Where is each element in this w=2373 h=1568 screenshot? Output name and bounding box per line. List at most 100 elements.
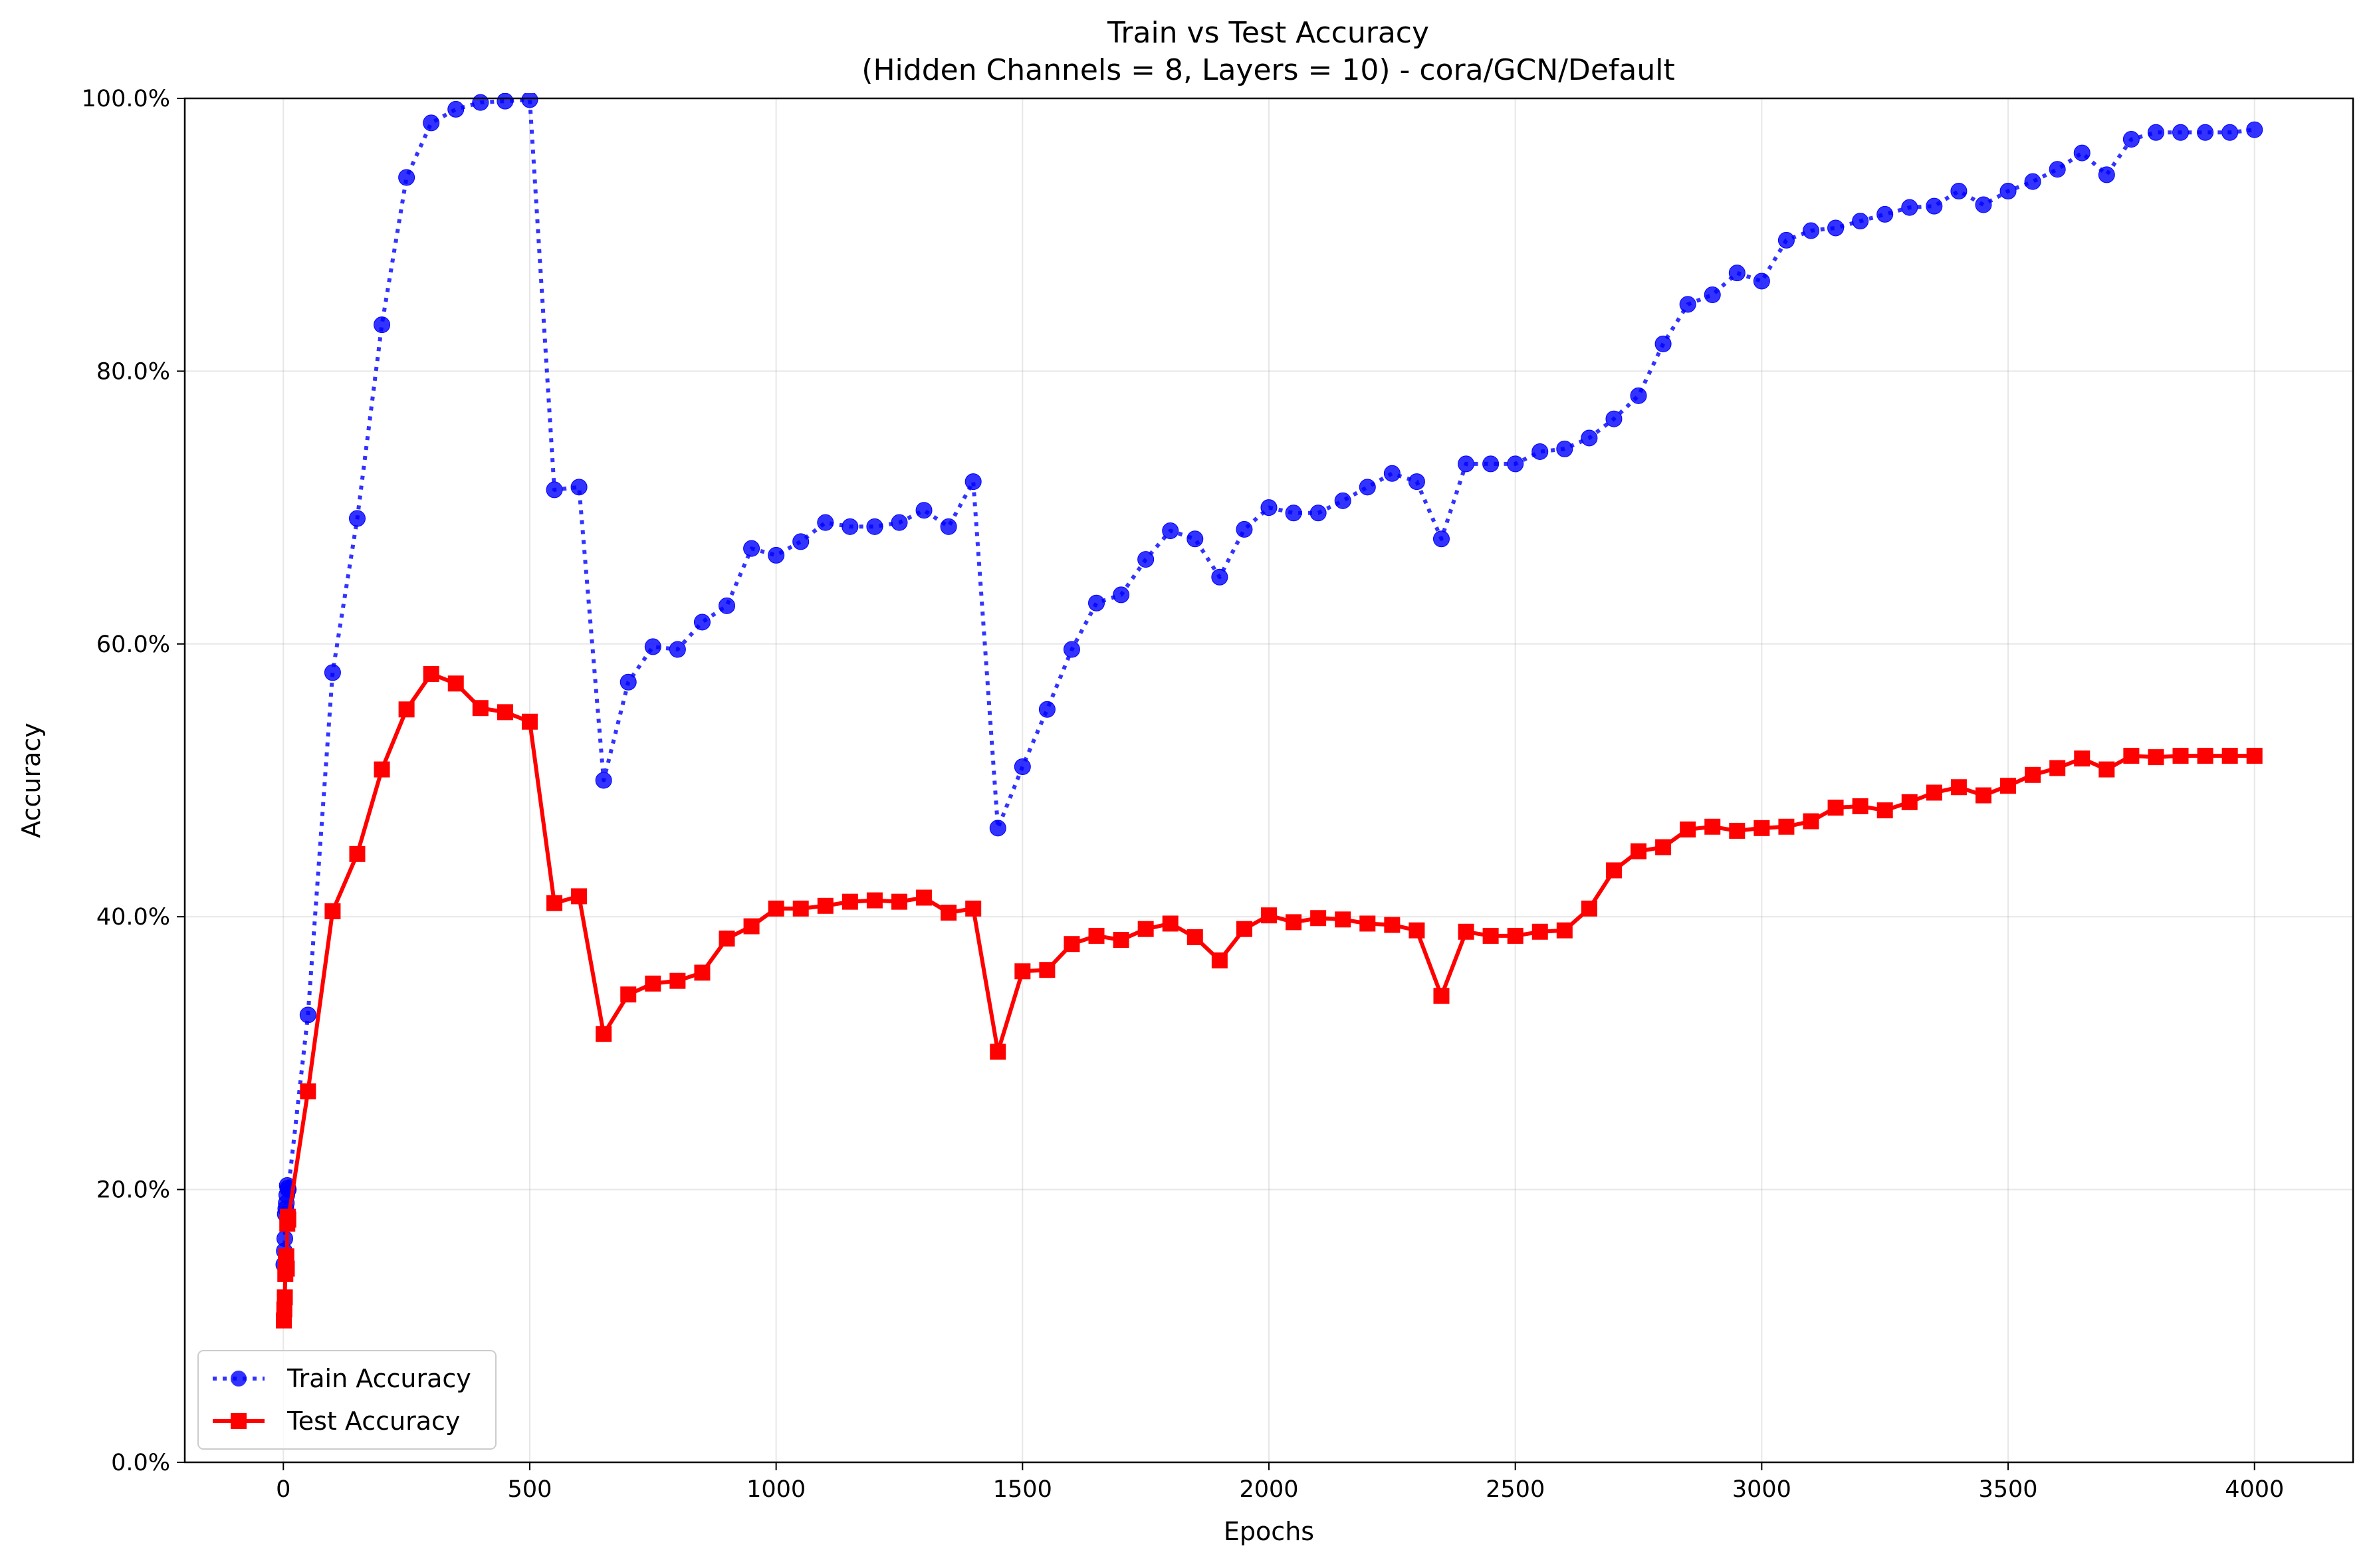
train-accuracy-point	[842, 518, 859, 535]
x-tick-label: 1000	[746, 1476, 806, 1503]
train-accuracy-point	[1704, 286, 1721, 303]
train-accuracy-point	[374, 316, 391, 334]
test-accuracy-point	[423, 665, 439, 682]
test-accuracy-point	[280, 1211, 296, 1228]
x-tick-label: 3500	[1979, 1476, 2038, 1503]
train-accuracy-point	[1458, 455, 1475, 473]
train-accuracy-point	[2246, 121, 2263, 138]
train-accuracy-point	[1901, 199, 1918, 216]
test-accuracy-series	[276, 665, 2263, 1329]
test-accuracy-point	[2123, 748, 2140, 764]
train-accuracy-point	[891, 514, 908, 531]
test-accuracy-point	[1088, 927, 1105, 944]
test-accuracy-point	[324, 903, 341, 919]
test-accuracy-point	[990, 1044, 1006, 1060]
test-accuracy-point	[1531, 923, 1548, 940]
test-accuracy-point	[743, 918, 760, 935]
test-accuracy-point	[1384, 917, 1401, 933]
test-accuracy-point	[1137, 921, 1154, 937]
y-tick-label: 40.0%	[96, 904, 170, 931]
train-accuracy-point	[497, 93, 514, 110]
train-accuracy-point	[1162, 522, 1179, 539]
test-accuracy-point	[1261, 907, 1277, 924]
test-accuracy-point	[1803, 813, 1819, 830]
test-accuracy-point	[792, 900, 809, 917]
train-accuracy-point	[2098, 166, 2115, 183]
x-tick-label: 1500	[993, 1476, 1052, 1503]
test-accuracy-point	[1433, 988, 1450, 1004]
train-accuracy-point	[398, 169, 415, 186]
train-accuracy-point	[1211, 568, 1228, 586]
train-accuracy-point	[1137, 551, 1155, 568]
train-accuracy-point	[1654, 335, 1672, 352]
test-accuracy-point	[546, 895, 563, 911]
train-accuracy-point	[817, 514, 834, 531]
test-accuracy-point	[916, 889, 933, 906]
train-accuracy-point	[1309, 504, 1327, 522]
test-accuracy-point	[472, 700, 489, 717]
test-accuracy-point	[1482, 927, 1499, 944]
test-accuracy-point	[596, 1026, 612, 1042]
train-accuracy-point	[595, 772, 612, 789]
train-accuracy-point	[1482, 455, 1500, 473]
test-accuracy-point	[1409, 922, 1425, 939]
test-accuracy-point	[1581, 900, 1597, 917]
test-accuracy-point	[1753, 820, 1770, 836]
y-axis: 0.0% 20.0% 40.0% 60.0% 80.0% 100.0%	[82, 86, 185, 1476]
train-accuracy-point	[1432, 530, 1450, 548]
test-accuracy-point	[1975, 787, 1991, 804]
train-accuracy-point	[1605, 410, 1623, 427]
test-accuracy-point	[1852, 798, 1868, 814]
train-accuracy-point	[2221, 124, 2239, 141]
train-accuracy-point	[324, 664, 341, 681]
test-accuracy-point	[1458, 923, 1474, 940]
train-accuracy-point	[1285, 504, 1302, 522]
test-accuracy-point	[842, 893, 858, 910]
test-accuracy-point	[768, 900, 784, 917]
test-accuracy-point	[521, 713, 538, 730]
train-accuracy-point	[570, 479, 588, 496]
train-accuracy-point	[989, 820, 1006, 837]
legend: Train Accuracy Test Accuracy	[197, 1350, 497, 1450]
test-accuracy-point	[1359, 915, 1376, 932]
train-accuracy-point	[1014, 758, 1031, 775]
train-accuracy-point	[620, 673, 637, 691]
train-accuracy-point	[1088, 594, 1105, 612]
test-accuracy-point	[1113, 932, 1129, 949]
train-accuracy-point	[1236, 520, 1253, 538]
test-accuracy-point	[2172, 748, 2189, 764]
x-tick-label: 0	[276, 1476, 290, 1503]
test-accuracy-point	[277, 1289, 293, 1305]
test-accuracy-point	[891, 893, 907, 910]
test-accuracy-point	[497, 704, 513, 721]
test-accuracy-point	[1704, 818, 1721, 835]
train-accuracy-point	[2172, 124, 2190, 141]
test-accuracy-point	[1335, 911, 1351, 928]
legend-entry-train-marker	[231, 1371, 247, 1387]
test-accuracy-point	[1064, 936, 1080, 952]
train-accuracy-point	[1038, 701, 1056, 718]
test-accuracy-point	[398, 701, 415, 718]
test-accuracy-point	[1680, 821, 1696, 838]
train-accuracy-point	[866, 518, 883, 535]
train-accuracy-point	[792, 533, 810, 550]
test-accuracy-point	[300, 1083, 316, 1099]
train-accuracy-point	[521, 93, 538, 108]
test-accuracy-point	[374, 761, 390, 778]
test-accuracy-point	[1950, 779, 1967, 796]
train-accuracy-point	[1803, 222, 1819, 239]
train-accuracy-point	[743, 540, 760, 557]
legend-entry-test-label: Test Accuracy	[286, 1406, 460, 1436]
train-accuracy-point	[1852, 213, 1869, 230]
train-accuracy-point	[1556, 440, 1573, 457]
y-tick-label: 80.0%	[96, 358, 170, 385]
test-accuracy-point	[1211, 952, 1228, 968]
test-accuracy-point	[1655, 839, 1672, 855]
train-accuracy-point	[915, 502, 933, 519]
test-accuracy-point	[694, 964, 711, 981]
test-accuracy-point	[1605, 862, 1622, 879]
train-accuracy-point	[1950, 183, 1968, 200]
y-tick-label: 100.0%	[82, 86, 170, 112]
train-accuracy-point	[964, 473, 982, 491]
x-tick-label: 2000	[1239, 1476, 1298, 1503]
